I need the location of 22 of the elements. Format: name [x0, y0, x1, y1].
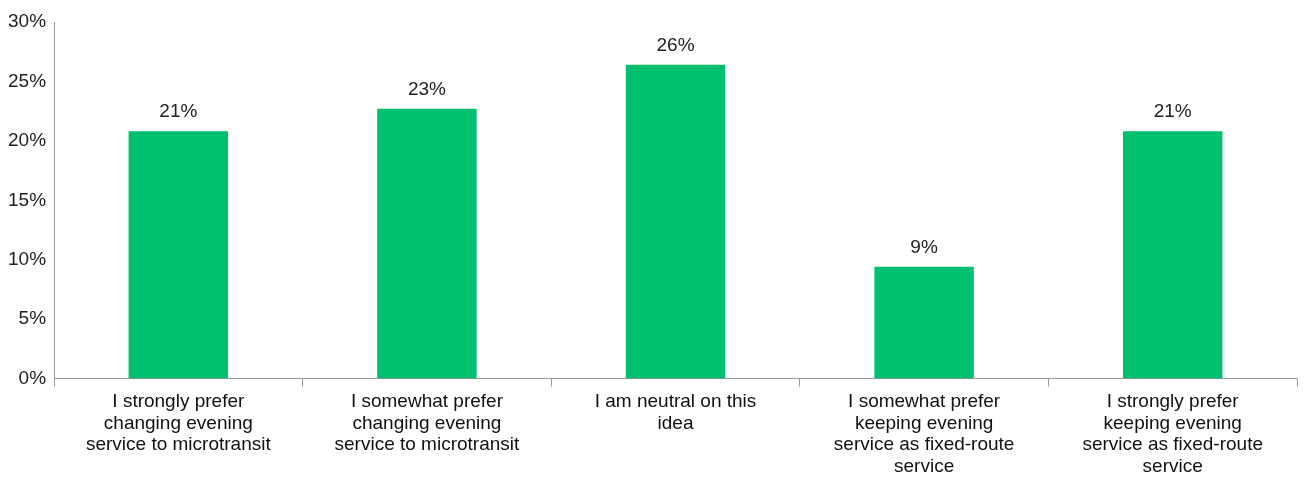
y-tick-label: 30% — [8, 10, 47, 32]
bar — [1122, 131, 1223, 379]
y-tick-label: 0% — [18, 366, 47, 388]
y-tick-label: 10% — [8, 247, 47, 269]
x-tick-label: I strongly prefer keeping evening service as fixed-route service — [1082, 389, 1263, 477]
y-tick-label: 5% — [18, 307, 47, 329]
x-tick-label: I somewhat prefer keeping evening service as fixed-route service — [833, 389, 1015, 477]
bar — [377, 108, 477, 379]
bar — [874, 266, 974, 379]
x-tick-label: I somewhat prefer changing evening service to microtransit — [334, 389, 521, 455]
data-label: 23% — [407, 77, 447, 99]
data-label: 26% — [656, 33, 695, 55]
data-label: 21% — [1153, 100, 1192, 122]
data-label: 21% — [159, 100, 198, 122]
x-tick-label: I am neutral on this idea — [594, 389, 757, 433]
x-tick-label: I strongly prefer changing evening service to microtransit — [85, 389, 272, 455]
y-tick-label: 20% — [8, 129, 47, 151]
data-label: 9% — [910, 235, 938, 257]
y-tick-label: 25% — [8, 69, 47, 91]
bar — [625, 64, 726, 379]
y-tick-label: 15% — [8, 188, 47, 210]
bar — [128, 131, 229, 379]
